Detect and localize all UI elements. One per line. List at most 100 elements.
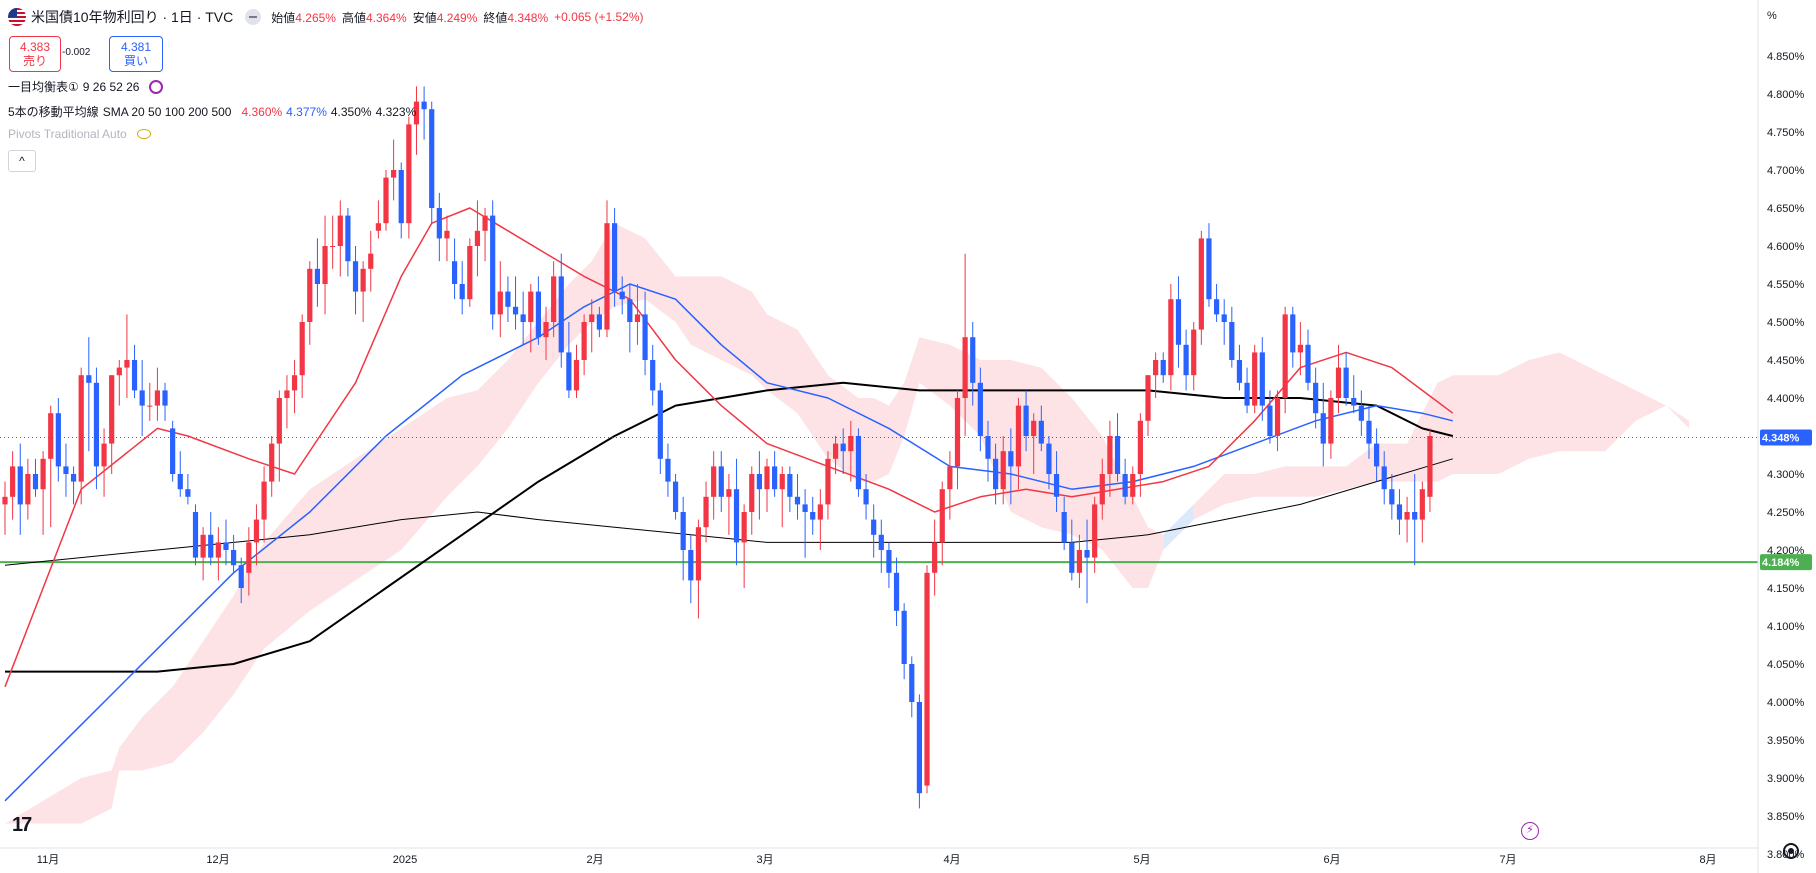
candle (832, 436, 839, 474)
candle (924, 565, 930, 794)
candle (1122, 458, 1128, 505)
candle-body (1191, 329, 1197, 376)
candle (1107, 420, 1113, 497)
y-tick-label: 4.250% (1767, 507, 1805, 519)
candle-body (977, 382, 983, 436)
candle-body (1328, 398, 1334, 444)
candle-body (208, 534, 214, 558)
candle (116, 360, 122, 406)
sma-legend[interactable]: 5本の移動平均線 SMA 20 50 100 200 500 4.360% 4.… (8, 103, 420, 120)
candle-body (467, 246, 473, 300)
candle-body (337, 215, 343, 246)
refresh-icon[interactable] (149, 79, 164, 94)
settings-gear-icon[interactable] (1783, 843, 1799, 859)
candle (749, 466, 755, 535)
candle-body (650, 360, 656, 391)
candle (246, 527, 252, 596)
candle-body (406, 124, 412, 224)
candle (855, 428, 862, 497)
ichimoku-legend[interactable]: 一目均衡表① 9 26 52 26 (8, 78, 167, 95)
buy-button[interactable]: 4.381 買い (109, 36, 163, 72)
candle (63, 443, 69, 497)
candle-body (718, 466, 724, 497)
candle-body (1183, 344, 1189, 376)
candle-body (1297, 344, 1303, 353)
candle-body (307, 268, 313, 322)
ohlc-high: 高値4.364% (341, 10, 407, 25)
pivot-price-badge-text: 4.184% (1762, 557, 1800, 569)
candle (947, 451, 953, 520)
candle (634, 284, 641, 345)
ohlc-low: 安値4.249% (412, 10, 478, 25)
x-tick-label: 5月 (1133, 854, 1150, 866)
x-tick-label: 2025 (393, 854, 417, 866)
candle (276, 390, 282, 482)
bolt-icon[interactable]: ⚡ (1521, 822, 1539, 840)
candle (1092, 496, 1098, 573)
candle-body (215, 542, 221, 558)
candle-body (1229, 322, 1235, 360)
candle (596, 306, 602, 338)
candle (916, 694, 922, 809)
candle-body (1031, 420, 1037, 436)
sma-label: 5本の移動平均線 (8, 105, 99, 119)
sell-button[interactable]: 4.383 売り (9, 36, 61, 72)
candle-body (436, 208, 442, 239)
candle-body (352, 261, 359, 292)
candle-body (672, 481, 679, 512)
candle-body (512, 306, 519, 315)
candle-body (855, 436, 862, 490)
candle-body (162, 390, 168, 406)
candle-body (1122, 474, 1128, 497)
candle (1137, 413, 1143, 497)
candle (1274, 390, 1281, 452)
collapse-legend-button[interactable]: ^ (8, 150, 36, 172)
candle (17, 443, 23, 535)
hidden-eye-icon[interactable] (136, 129, 151, 139)
candle (398, 162, 404, 239)
candle (25, 458, 31, 520)
candle (139, 360, 145, 436)
candle (1427, 428, 1433, 512)
candle-body (1015, 405, 1022, 467)
candle (665, 443, 671, 497)
candle (1084, 519, 1090, 604)
candle (101, 428, 107, 497)
candle-body (1267, 405, 1273, 436)
candle-body (1389, 489, 1395, 505)
hide-legend-icon[interactable] (245, 9, 262, 25)
candle-body (1099, 474, 1105, 505)
candle-body (185, 489, 191, 497)
candle (1168, 284, 1174, 391)
candle-body (642, 314, 648, 360)
candle (1053, 451, 1060, 512)
candle (1282, 306, 1288, 414)
y-tick-label: 3.950% (1767, 735, 1805, 747)
candle-body (48, 413, 54, 459)
candle-body (1320, 413, 1326, 444)
candle-body (1137, 420, 1143, 474)
candle (474, 200, 481, 277)
cloud-segment (5, 223, 1164, 824)
candle-body (939, 489, 945, 543)
candle-body (238, 565, 244, 588)
buy-label: 買い (123, 54, 148, 68)
candle (528, 284, 534, 353)
symbol-header[interactable]: 米国債10年物利回り · 1日 · TVC 始値4.265% 高値4.364% … (8, 6, 650, 28)
candle (1046, 436, 1052, 490)
candle-body (916, 702, 922, 794)
candle-body (1427, 436, 1433, 497)
candle-body (200, 534, 206, 558)
candle (413, 86, 420, 155)
candle-body (131, 360, 138, 391)
pivots-legend[interactable]: Pivots Traditional Auto (8, 127, 155, 141)
candle-body (299, 322, 305, 376)
candle (741, 504, 747, 588)
tradingview-logo[interactable]: 17 (12, 814, 32, 836)
candle (131, 344, 138, 398)
candle-body (391, 170, 397, 178)
cloud-segment (1163, 504, 1194, 550)
pivot-price-badge-bg (1760, 554, 1812, 571)
candle (1244, 367, 1250, 414)
